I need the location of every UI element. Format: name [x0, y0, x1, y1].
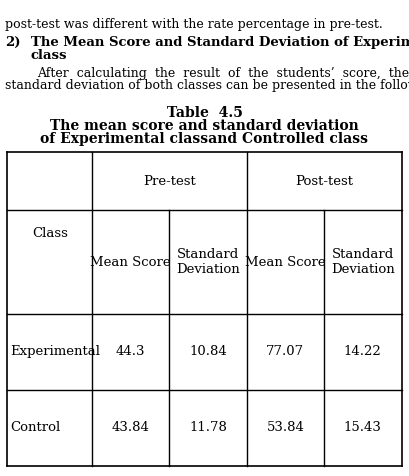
- Text: 44.3: 44.3: [116, 345, 146, 358]
- Text: Table  4.5: Table 4.5: [166, 106, 243, 120]
- Text: The mean score and standard deviation: The mean score and standard deviation: [50, 119, 359, 133]
- Text: 43.84: 43.84: [112, 421, 150, 435]
- Text: 11.78: 11.78: [189, 421, 227, 435]
- Text: Pre-test: Pre-test: [143, 175, 196, 188]
- Text: Post-test: Post-test: [295, 175, 353, 188]
- Text: 2): 2): [5, 36, 20, 49]
- Text: Mean Score: Mean Score: [245, 256, 326, 269]
- Text: Standard
Deviation: Standard Deviation: [176, 248, 240, 276]
- Text: 15.43: 15.43: [344, 421, 382, 435]
- Text: 10.84: 10.84: [189, 345, 227, 358]
- Text: Experimental: Experimental: [11, 345, 101, 358]
- Text: After  calculating  the  result  of  the  students’  score,  the  mean  score  a: After calculating the result of the stud…: [37, 67, 409, 79]
- Text: Mean Score: Mean Score: [90, 256, 171, 269]
- Text: 14.22: 14.22: [344, 345, 382, 358]
- Text: 77.07: 77.07: [266, 345, 304, 358]
- Text: Standard
Deviation: Standard Deviation: [331, 248, 395, 276]
- Text: Class: Class: [32, 227, 67, 240]
- Text: Control: Control: [11, 421, 61, 435]
- Text: standard deviation of both classes can be presented in the following table:: standard deviation of both classes can b…: [5, 79, 409, 92]
- Text: The Mean Score and Standard Deviation of Experimental Class and Controlle: The Mean Score and Standard Deviation of…: [31, 36, 409, 49]
- Text: class: class: [31, 49, 67, 61]
- Text: 53.84: 53.84: [266, 421, 304, 435]
- Text: post-test was different with the rate percentage in pre-test.: post-test was different with the rate pe…: [5, 18, 383, 31]
- Text: of Experimental classand Controlled class: of Experimental classand Controlled clas…: [40, 132, 369, 146]
